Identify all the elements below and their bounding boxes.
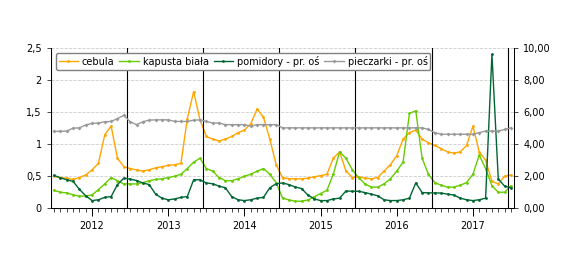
Legend: cebula, kapusta biała, pomidory - pr. oś, pieczarki - pr. oś: cebula, kapusta biała, pomidory - pr. oś… bbox=[56, 53, 431, 70]
